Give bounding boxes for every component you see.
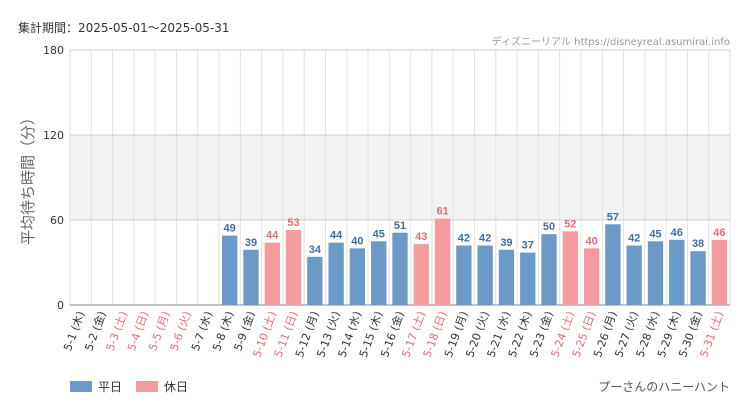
bar [307,256,323,305]
y-tick-label: 0 [57,299,64,312]
bar [392,232,408,305]
bar-value-label: 34 [309,244,322,256]
y-axis-title: 平均待ち時間（分） [19,110,37,245]
bar [371,241,387,305]
bar-value-label: 40 [585,235,597,247]
legend-label-holiday: 休日 [164,380,189,394]
bar-value-label: 45 [373,228,385,240]
bar [328,242,344,305]
bar [626,245,642,305]
bar-value-label: 53 [287,217,299,229]
attraction-name: プーさんのハニーハント [598,380,730,394]
bar [477,245,493,305]
bar-value-label: 42 [458,233,470,245]
bar [264,242,280,305]
bar-value-label: 49 [224,223,236,235]
legend-swatch-weekday [70,381,92,392]
bar-value-label: 43 [415,231,427,243]
bar [520,252,536,305]
bar-value-label: 42 [628,233,640,245]
bar [647,241,664,305]
legend-swatch-holiday [136,381,159,392]
bar [222,235,238,305]
chart-legend: 平日 休日 [70,378,202,395]
y-tick-label: 180 [43,44,64,57]
bar-value-label: 39 [500,237,512,249]
bar [690,251,706,305]
bar-value-label: 46 [671,227,683,239]
bar-value-label: 52 [564,218,576,230]
plot-band [70,135,730,220]
bar [541,234,557,305]
bar [669,239,685,305]
legend-item-holiday[interactable]: 休日 [136,378,188,395]
bar [349,248,366,305]
y-tick-label: 120 [43,129,64,142]
bar-value-label: 46 [713,227,725,239]
bar-value-label: 50 [543,221,555,233]
bar-value-label: 38 [692,238,704,250]
legend-item-weekday[interactable]: 平日 [70,378,122,395]
bar [605,224,621,305]
site-credit[interactable]: ディズニーリアル https://disneyreal.asumirai.inf… [491,37,730,48]
bar-value-label: 39 [245,237,257,249]
bar-value-label: 42 [479,233,491,245]
bar [562,231,578,305]
bar [434,218,451,305]
bar [413,244,429,305]
bar [285,229,302,305]
bar-value-label: 61 [436,206,448,218]
bar-value-label: 44 [266,230,279,242]
bar [711,239,728,305]
bar [583,248,600,305]
bar-value-label: 51 [394,220,406,232]
bar-value-label: 40 [351,235,363,247]
bar [498,249,515,305]
bar-value-label: 45 [649,228,661,240]
bar-value-label: 37 [522,240,534,252]
bar [456,245,472,305]
period-label: 集計期間：2025-05-01～2025-05-31 [18,21,230,35]
y-tick-label: 60 [50,214,64,227]
bar-value-label: 44 [330,230,343,242]
legend-label-weekday: 平日 [98,380,123,394]
bar-value-label: 57 [607,211,619,223]
bar [243,249,259,305]
